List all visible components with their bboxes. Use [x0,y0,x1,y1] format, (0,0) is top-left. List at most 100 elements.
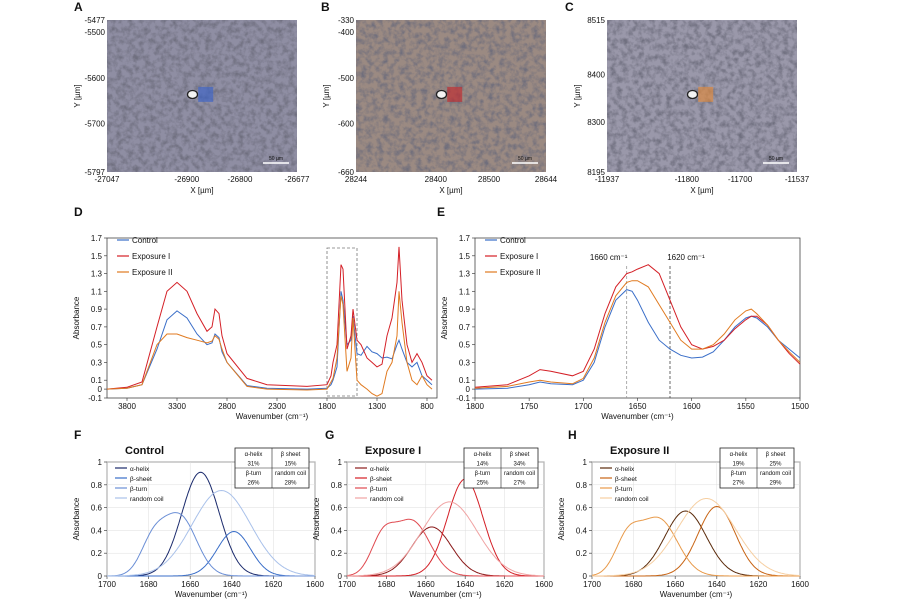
cell-spot [186,89,199,100]
table-cell: random coil [275,471,306,477]
x-tick-label: 800 [420,402,434,411]
x-tick-label: 28400 [425,175,448,184]
x-tick-label: 1680 [140,580,158,589]
x-tick-label: -27047 [95,175,120,184]
x-tick-label: 1600 [683,402,701,411]
y-tick-label: 0.2 [331,549,343,558]
y-tick-label: 8400 [587,71,605,80]
y-tick-label: -0.1 [88,394,102,403]
series-line-exposure-ii [474,280,801,389]
x-tick-label: 1700 [338,580,356,589]
y-tick-label: 0.2 [91,549,103,558]
chart-h-exposure2-deconvolution: 1700 1680 1660 1640 1620 1600 0 0.2 0.4 0.6 0.8 1 Wa… [557,445,809,599]
table-cell: β-turn [246,471,262,477]
y-tick-label: 0.1 [91,376,103,385]
x-tick-label: 1650 [629,402,647,411]
y-tick-label: -400 [338,28,355,37]
scale-bar-label: 50 µm [769,156,783,162]
micrograph-a: 50 µm -27047 -26900 -26800 -26677 -5477 -5500 -… [73,16,310,195]
x-tick-label: 2300 [268,402,286,411]
x-tick-label: 1800 [466,402,484,411]
x-tick-label: 1680 [625,580,643,589]
y-tick-label: -5600 [85,74,106,83]
y-tick-label: 0.6 [331,504,343,513]
micrograph-c: 50 µm -11937 -11800 -11700 -11537 8515 8400 830… [573,16,810,195]
x-tick-label: 1660 [417,580,435,589]
y-tick-label: 0 [338,572,343,581]
x-axis-label: Wavenumber (cm⁻¹) [236,412,309,421]
y-tick-label: 0.3 [459,358,471,367]
band-curve [347,501,544,577]
y-tick-label: -500 [338,74,355,83]
x-tick-label: 1800 [318,402,336,411]
chart-title: Control [125,445,164,457]
panel-letters: A B C D E F G H [74,0,577,442]
y-axis-label: Absorbance [72,497,81,540]
table-cell: α-helix [474,452,492,458]
legend-label: β-sheet [130,476,152,483]
x-axis-label: Wavenumber (cm⁻¹) [175,590,248,599]
y-axis-label: Y [µm] [73,84,82,107]
y-axis-label: Y [µm] [322,84,331,107]
legend-label: β-turn [370,486,387,493]
panel-letter-e: E [437,205,445,219]
series-line-control [106,291,433,390]
dashed-highlight-box [326,247,358,397]
y-tick-label: 0.9 [91,305,103,314]
cell-spot [686,89,699,100]
table-cell: β sheet [510,452,530,458]
y-tick-label: 0 [583,572,588,581]
y-tick-label: 1.1 [459,287,471,296]
panel-letter-g: G [325,428,334,442]
table-cell: 25% [476,481,489,487]
panel-letter-d: D [74,205,83,219]
y-tick-label: -5700 [85,119,106,128]
panel-letter-c: C [565,0,574,14]
y-tick-label: -600 [338,119,355,128]
y-axis-label: Absorbance [312,497,321,540]
x-tick-label: 1600 [535,580,553,589]
table-cell: β-turn [731,471,747,477]
table-cell: 31% [247,462,260,468]
y-tick-label: 1.5 [459,252,471,261]
x-axis-label: X [µm] [439,186,462,195]
y-tick-label: 0.7 [459,323,471,332]
table-cell: 25% [769,462,782,468]
table-cell: 29% [769,481,782,487]
legend-label: β-sheet [370,476,392,483]
legend-label: Control [500,236,526,245]
x-tick-label: 1500 [791,402,809,411]
table-cell: α-helix [245,452,263,458]
y-tick-label: 1 [583,458,588,467]
x-axis-label: Wavenumber (cm⁻¹) [660,590,733,599]
reference-line-label: 1620 cm⁻¹ [667,253,705,262]
panel-letter-b: B [321,0,330,14]
band-curve [592,505,800,577]
x-tick-label: -11537 [785,175,810,184]
y-tick-label: 1.3 [91,270,103,279]
table-cell: α-helix [730,452,748,458]
plot-frame [106,237,438,399]
chart-title: Exposure I [365,445,421,457]
band-curve [347,478,544,577]
x-tick-label: 1700 [574,402,592,411]
table-cell: β-turn [475,471,491,477]
y-tick-label: 0.6 [91,504,103,513]
x-axis-label: X [µm] [690,186,713,195]
x-tick-label: -26677 [285,175,310,184]
band-curve [591,516,800,577]
y-tick-label: 1.7 [459,234,471,243]
y-tick-label: 0.4 [576,526,588,535]
table-cell: 27% [732,481,745,487]
band-curve [107,489,315,577]
band-curve [592,510,800,577]
y-tick-label: 0.8 [331,481,343,490]
x-tick-label: 3300 [168,402,186,411]
scale-bar-label: 50 µm [518,156,532,162]
x-tick-label: 28500 [478,175,501,184]
y-tick-label: 0.8 [576,481,588,490]
y-tick-label: -5500 [85,28,106,37]
x-tick-label: 1550 [737,402,755,411]
panel-letter-h: H [568,428,577,442]
